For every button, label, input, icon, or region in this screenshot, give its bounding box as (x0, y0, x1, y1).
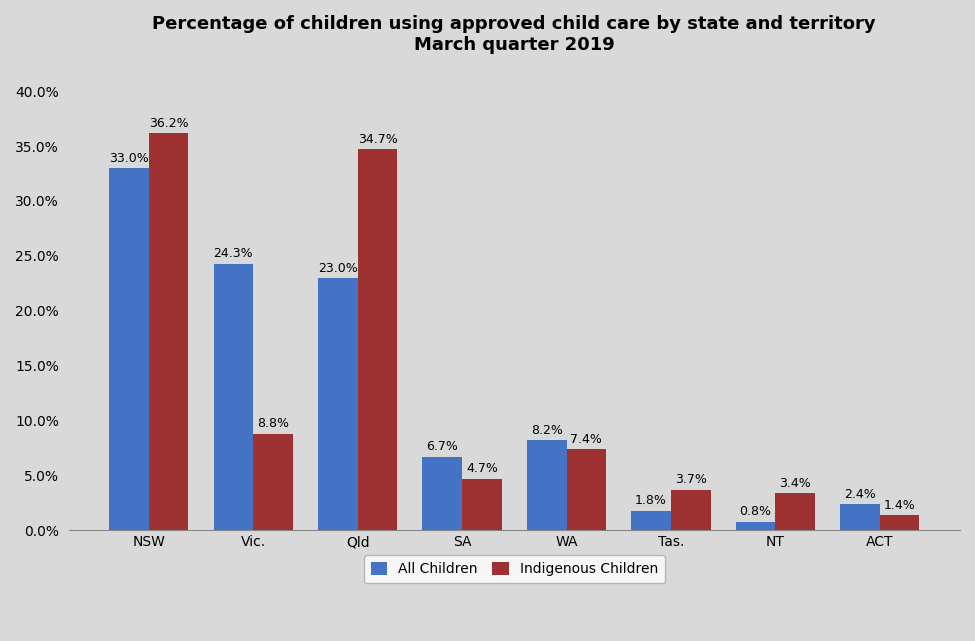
Bar (671, 490, 711, 530)
Text: 8.8%: 8.8% (257, 417, 289, 430)
Text: 36.2%: 36.2% (149, 117, 188, 129)
Text: 6.7%: 6.7% (426, 440, 458, 453)
Legend: All Children, Indigenous Children: All Children, Indigenous Children (364, 556, 665, 583)
Bar (526, 440, 566, 530)
Text: 8.2%: 8.2% (530, 424, 563, 437)
Text: 2.4%: 2.4% (844, 488, 876, 501)
Bar (254, 434, 292, 530)
Bar (879, 515, 919, 530)
Bar (358, 149, 398, 530)
Bar (149, 133, 188, 530)
Bar (422, 457, 462, 530)
Text: 7.4%: 7.4% (570, 433, 603, 445)
Text: 1.4%: 1.4% (883, 499, 916, 512)
Text: 23.0%: 23.0% (318, 262, 358, 274)
Text: 33.0%: 33.0% (109, 152, 149, 165)
Title: Percentage of children using approved child care by state and territory
March qu: Percentage of children using approved ch… (152, 15, 877, 54)
Bar (566, 449, 606, 530)
Text: 0.8%: 0.8% (739, 505, 771, 518)
Text: 1.8%: 1.8% (635, 494, 667, 507)
Bar (214, 263, 254, 530)
Bar (462, 479, 502, 530)
Bar (631, 511, 671, 530)
Bar (775, 493, 815, 530)
Bar (109, 168, 149, 530)
Text: 3.4%: 3.4% (779, 477, 811, 490)
Text: 24.3%: 24.3% (214, 247, 254, 260)
Text: 3.7%: 3.7% (675, 474, 707, 487)
Text: 4.7%: 4.7% (466, 462, 498, 476)
Bar (840, 504, 879, 530)
Text: 34.7%: 34.7% (358, 133, 398, 146)
Bar (318, 278, 358, 530)
Bar (736, 522, 775, 530)
